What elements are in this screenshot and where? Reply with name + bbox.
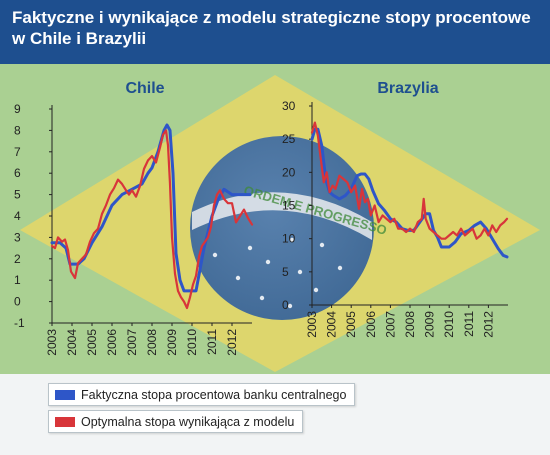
x-tick-label: 2003 (45, 329, 59, 356)
flag-star (265, 259, 271, 265)
x-tick-label: 2005 (344, 311, 358, 338)
title-line-2: w Chile i Brazylii (12, 29, 147, 48)
x-tick-label: 2004 (325, 311, 339, 338)
x-tick-label: 2010 (442, 311, 456, 338)
chart-brazil: Brazylia 30 25 20 15 10 5 0 2003 2004 2005 2006 2007… (282, 80, 509, 338)
page-title: Faktyczne i wynikające z modelu strategi… (12, 7, 531, 49)
y-tick-label: 25 (282, 132, 296, 146)
flag-star (259, 295, 265, 301)
y-tick-label: 9 (14, 102, 21, 116)
x-tick-label: 2012 (481, 311, 495, 338)
chart-title: Brazylia (377, 80, 438, 97)
legend-swatch-actual (55, 389, 75, 400)
series-line-model (310, 121, 509, 240)
x-tick-label: 2012 (225, 329, 239, 356)
chart-title: Chile (125, 80, 164, 97)
y-tick-label: 8 (14, 123, 21, 137)
x-tick-label: 2008 (403, 311, 417, 338)
flag-star (313, 287, 319, 293)
x-tick-label: 2007 (125, 329, 139, 356)
flag-star (297, 269, 303, 275)
x-tick-label: 2007 (383, 311, 397, 338)
y-tick-label: 2 (14, 252, 21, 266)
flag-star (337, 265, 343, 271)
header-bar: Faktyczne i wynikające z modelu strategi… (0, 0, 550, 64)
y-tick-label: 6 (14, 166, 21, 180)
legend-swatch-model (55, 416, 75, 427)
x-tick-label: 2006 (105, 329, 119, 356)
chart-chile: Chile 9 8 7 6 5 4 3 2 1 0 -1 2003 2004 2005 2006 2007 200… (14, 80, 254, 356)
flag-star (289, 237, 295, 243)
legend-item-actual: Faktyczna stopa procentowa banku central… (48, 383, 356, 406)
y-tick-label: 20 (282, 165, 296, 179)
flag-star (212, 252, 218, 258)
flag-star (319, 242, 325, 248)
flag-star (287, 303, 293, 309)
y-tick-label: 30 (282, 99, 296, 113)
flag-band (192, 192, 372, 240)
x-tick-label: 2003 (305, 311, 319, 338)
x-tick-label: 2008 (145, 329, 159, 356)
x-tick-label: 2011 (205, 329, 219, 355)
y-tick-label: 1 (14, 273, 21, 287)
flag-globe (190, 136, 374, 320)
y-tick-label: 3 (14, 230, 21, 244)
y-tick-label: 7 (14, 145, 21, 159)
x-tick-label: 2005 (85, 329, 99, 356)
y-tick-label: 10 (282, 232, 296, 246)
x-tick-label: 2009 (165, 329, 179, 356)
legend-item-model: Optymalna stopa wynikająca z modelu (48, 410, 304, 433)
y-tick-label: -1 (14, 316, 25, 330)
flag-star (247, 245, 253, 251)
x-tick-label: 2006 (364, 311, 378, 338)
y-tick-label: 5 (282, 265, 289, 279)
background-flag: ORDEM E PROGRESSO (0, 64, 550, 455)
x-tick-label: 2004 (65, 329, 79, 356)
y-tick-label: 0 (282, 298, 289, 312)
legend-label-actual: Faktyczna stopa procentowa banku central… (81, 387, 347, 402)
flag-star (235, 275, 241, 281)
title-line-1: Faktyczne i wynikające z modelu strategi… (12, 8, 531, 27)
x-tick-label: 2011 (462, 311, 476, 337)
legend-label-model: Optymalna stopa wynikająca z modelu (81, 414, 295, 429)
y-tick-label: 5 (14, 188, 21, 202)
y-tick-label: 0 (14, 295, 21, 309)
x-tick-label: 2009 (423, 311, 437, 338)
x-tick-label: 2010 (185, 329, 199, 356)
y-tick-label: 4 (14, 209, 21, 223)
y-tick-label: 15 (282, 199, 296, 213)
series-line-model (50, 129, 254, 310)
